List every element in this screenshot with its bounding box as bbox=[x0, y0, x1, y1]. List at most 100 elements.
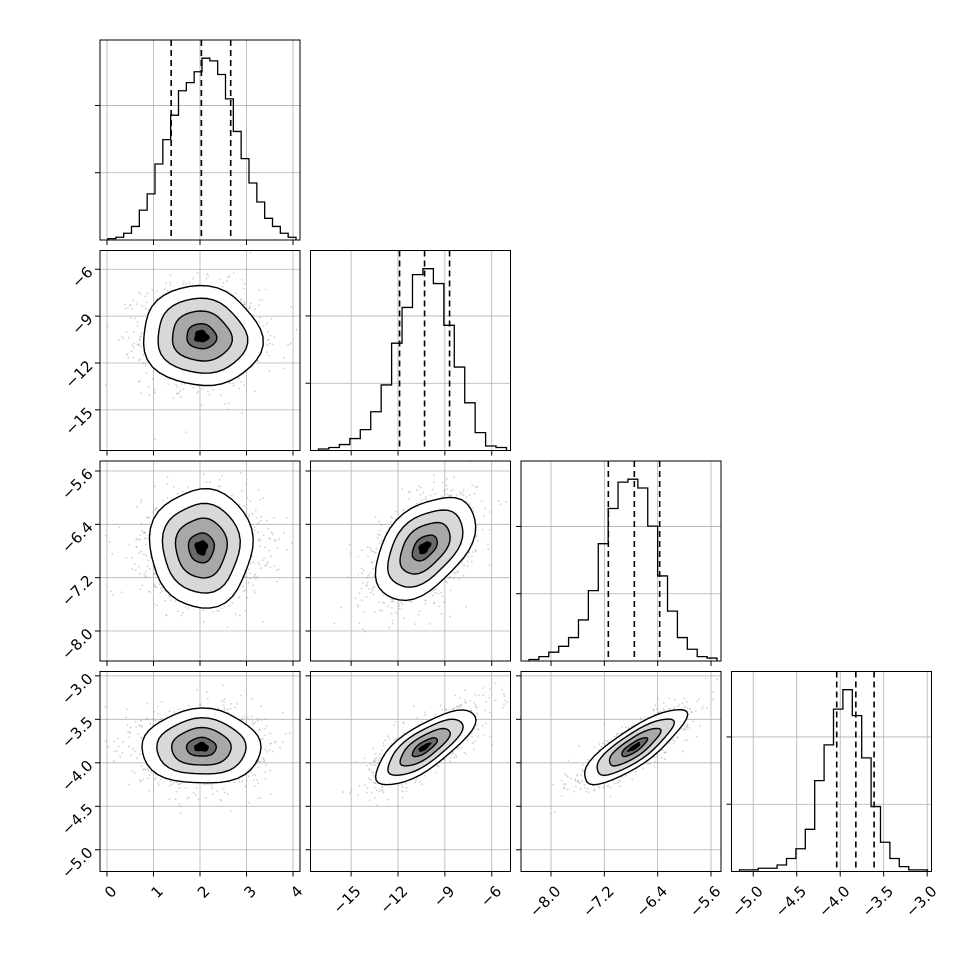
data-point bbox=[239, 299, 242, 301]
data-point bbox=[104, 384, 107, 386]
data-point bbox=[188, 796, 190, 799]
contour-line bbox=[399, 521, 451, 575]
data-point bbox=[505, 501, 508, 503]
data-point bbox=[136, 321, 139, 324]
data-point bbox=[159, 591, 162, 594]
data-point bbox=[252, 314, 254, 317]
data-point bbox=[358, 592, 361, 595]
data-point bbox=[295, 328, 298, 331]
data-point bbox=[225, 279, 228, 282]
data-point bbox=[221, 475, 223, 477]
data-point bbox=[144, 576, 147, 579]
data-point bbox=[366, 546, 369, 548]
data-point bbox=[260, 719, 263, 722]
data-point bbox=[254, 390, 257, 393]
data-point bbox=[257, 561, 260, 564]
data-point bbox=[182, 283, 185, 285]
data-point bbox=[176, 492, 179, 495]
data-point bbox=[466, 565, 469, 568]
data-point bbox=[144, 531, 147, 534]
data-point bbox=[135, 505, 138, 508]
data-point bbox=[185, 431, 188, 434]
data-point bbox=[262, 534, 265, 537]
data-point bbox=[474, 549, 477, 552]
data-point bbox=[219, 798, 222, 801]
data-point bbox=[267, 338, 270, 341]
data-point bbox=[409, 491, 412, 494]
data-point bbox=[254, 509, 257, 512]
data-point bbox=[147, 559, 150, 562]
data-point bbox=[165, 613, 167, 616]
data-point bbox=[149, 590, 151, 593]
data-point bbox=[140, 550, 143, 553]
data-point bbox=[175, 790, 178, 793]
data-point bbox=[126, 353, 129, 355]
axes-frame bbox=[731, 671, 932, 872]
data-point bbox=[378, 533, 381, 536]
data-point bbox=[271, 343, 274, 346]
data-point bbox=[231, 494, 233, 497]
data-point bbox=[382, 601, 384, 604]
data-point bbox=[270, 531, 273, 534]
data-point bbox=[276, 547, 279, 550]
data-point bbox=[259, 538, 262, 541]
data-point bbox=[146, 516, 149, 519]
data-point bbox=[371, 550, 374, 553]
data-point bbox=[145, 543, 148, 546]
data-point bbox=[255, 762, 258, 765]
data-point bbox=[263, 734, 266, 737]
data-point bbox=[158, 583, 161, 586]
data-point bbox=[273, 565, 276, 568]
data-point bbox=[264, 727, 266, 730]
data-point bbox=[143, 531, 145, 534]
data-point bbox=[147, 308, 150, 311]
data-point bbox=[249, 500, 252, 503]
data-point bbox=[139, 534, 142, 536]
data-point bbox=[255, 578, 257, 580]
data-point bbox=[174, 600, 177, 603]
data-point bbox=[146, 702, 149, 705]
data-point bbox=[367, 574, 370, 577]
data-point bbox=[489, 511, 491, 513]
data-point bbox=[289, 342, 292, 345]
data-point bbox=[416, 502, 418, 505]
data-point bbox=[206, 697, 209, 700]
data-point bbox=[124, 307, 127, 310]
data-point bbox=[257, 540, 260, 543]
data-point bbox=[146, 565, 149, 568]
data-point bbox=[203, 621, 205, 623]
data-point bbox=[108, 541, 111, 544]
data-point bbox=[259, 545, 262, 547]
data-point bbox=[446, 493, 449, 496]
data-point bbox=[147, 386, 150, 388]
data-point bbox=[376, 537, 379, 539]
data-point bbox=[216, 609, 218, 612]
data-point bbox=[113, 750, 116, 753]
data-point bbox=[369, 591, 372, 594]
data-point bbox=[192, 277, 194, 280]
data-point bbox=[182, 388, 185, 390]
data-point bbox=[417, 613, 420, 616]
data-point bbox=[487, 548, 490, 550]
data-point bbox=[151, 289, 154, 291]
data-point bbox=[181, 612, 184, 614]
data-point bbox=[177, 610, 180, 612]
data-point bbox=[472, 509, 475, 512]
data-point bbox=[159, 587, 162, 590]
data-point bbox=[434, 592, 437, 594]
data-point bbox=[258, 299, 261, 302]
data-point bbox=[466, 560, 469, 563]
data-point bbox=[263, 759, 266, 762]
data-point bbox=[141, 304, 143, 307]
scatter-panel-2-0 bbox=[100, 461, 300, 661]
data-point bbox=[243, 282, 246, 285]
data-point bbox=[267, 561, 269, 564]
data-point bbox=[217, 485, 220, 488]
data-point bbox=[265, 724, 268, 727]
data-point bbox=[133, 331, 135, 333]
data-point bbox=[253, 526, 256, 529]
data-point bbox=[145, 554, 147, 557]
data-point bbox=[357, 605, 360, 608]
data-point bbox=[400, 601, 403, 604]
data-point bbox=[459, 493, 462, 496]
